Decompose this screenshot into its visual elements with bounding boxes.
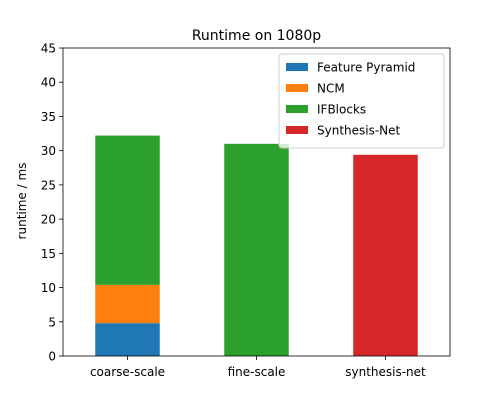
- y-tick-label: 30: [41, 144, 56, 158]
- y-tick-label: 15: [41, 247, 56, 261]
- y-axis-label: runtime / ms: [15, 163, 29, 240]
- axes-frame: [62, 47, 451, 357]
- y-tick-label: 40: [41, 76, 56, 90]
- chart-title: Runtime on 1080p: [192, 28, 321, 44]
- legend-swatch-feature-pyramid: [286, 63, 308, 71]
- legend-label-ifblocks: IFBlocks: [317, 103, 366, 117]
- bar-coarse-scale-ncm: [95, 284, 160, 324]
- legend-box: [278, 53, 445, 149]
- legend-label-synthesis-net: Synthesis-Net: [317, 124, 401, 138]
- bar-fine-scale-ifblocks: [224, 143, 289, 356]
- y-tick-label: 45: [41, 42, 56, 56]
- legend-swatch-synthesis-net: [286, 126, 308, 134]
- y-tick-label: 10: [41, 281, 56, 295]
- legend-swatch-ifblocks: [286, 105, 308, 113]
- y-tick-label: 20: [41, 213, 56, 227]
- bar-synthesis-net-synthesis-net: [353, 154, 418, 356]
- y-tick-label: 5: [48, 315, 56, 329]
- legend-label-feature-pyramid: Feature Pyramid: [317, 61, 415, 75]
- y-tick-label: 0: [48, 350, 56, 364]
- y-tick-label: 25: [41, 178, 56, 192]
- bar-coarse-scale-ifblocks: [95, 135, 160, 285]
- bar-coarse-scale-feature-pyramid: [95, 323, 160, 356]
- x-tick-label: coarse-scale: [90, 365, 165, 379]
- y-tick-label: 35: [41, 110, 56, 124]
- x-tick-label: fine-scale: [228, 365, 286, 379]
- legend: Feature Pyramid NCM IFBlocks Synthesis-Net: [278, 53, 445, 149]
- x-tick-label: synthesis-net: [345, 365, 426, 379]
- legend-label-ncm: NCM: [317, 82, 345, 96]
- legend-swatch-ncm: [286, 84, 308, 92]
